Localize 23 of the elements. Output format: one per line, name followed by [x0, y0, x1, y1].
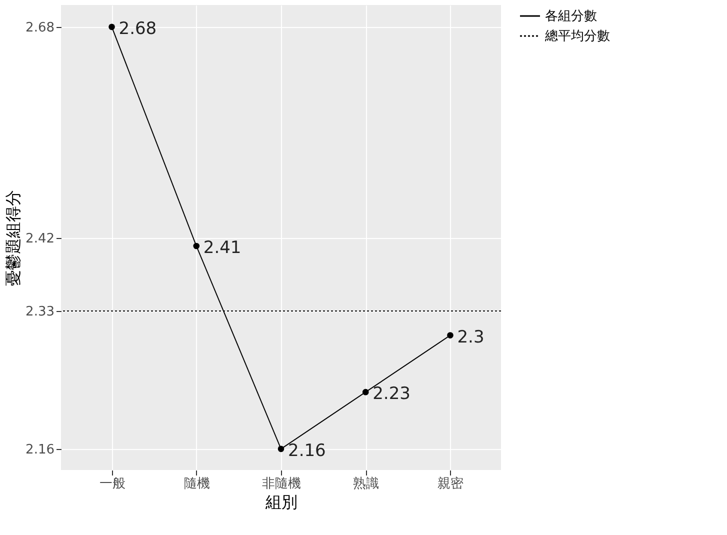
- x-tick-label: 熟識: [353, 476, 380, 492]
- point: [108, 24, 115, 30]
- point: [193, 242, 200, 250]
- y-tick-label: 2.33: [26, 304, 54, 320]
- x-tick-label: 隨機: [184, 476, 210, 492]
- y-tick-label: 2.16: [26, 442, 54, 458]
- point: [278, 446, 284, 452]
- point: [447, 332, 454, 338]
- legend-label: 總平均分數: [544, 29, 610, 44]
- data-label: 2.68: [118, 18, 157, 39]
- x-tick-label: 一般: [99, 476, 126, 492]
- y-axis-title: 憂鬱題組得分: [4, 190, 23, 286]
- data-label: 2.41: [203, 238, 242, 258]
- x-tick-label: 親密: [438, 476, 464, 492]
- data-label: 2.23: [372, 384, 410, 404]
- data-label: 2.3: [457, 327, 484, 348]
- legend-label: 各組分數: [545, 9, 597, 24]
- point: [362, 388, 369, 396]
- y-tick-label: 2.42: [26, 231, 54, 246]
- data-label: 2.16: [288, 440, 326, 461]
- y-tick-label: 2.68: [26, 20, 54, 36]
- x-tick-label: 非隨機: [262, 476, 301, 492]
- x-axis-title: 組別: [264, 492, 298, 512]
